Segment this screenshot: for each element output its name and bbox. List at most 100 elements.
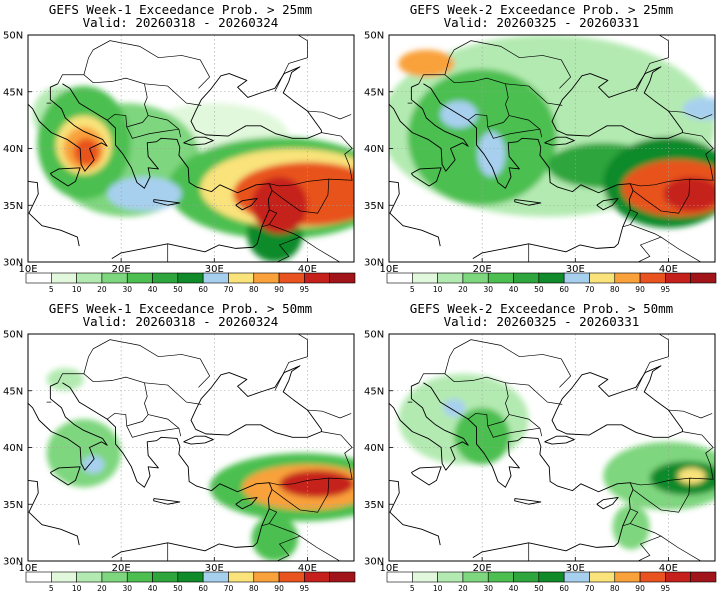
- country-border: [635, 334, 669, 391]
- colorbar-label: 80: [249, 285, 259, 294]
- coastline: [50, 167, 81, 187]
- country-border: [126, 126, 179, 139]
- probability-region: [407, 69, 557, 206]
- colorbar-label: 90: [635, 584, 645, 593]
- colorbar-swatch: [538, 571, 565, 583]
- colorbar-swatch: [589, 272, 616, 284]
- colorbar-swatch: [76, 571, 103, 583]
- colorbar-label: 5: [49, 584, 54, 593]
- colorbar-label: 20: [97, 285, 107, 294]
- latitude-label: 50N: [364, 31, 384, 42]
- panel-valid-dates: Valid: 20260325 - 20260331: [443, 15, 640, 30]
- colorbar-label: 20: [97, 584, 107, 593]
- coastlines: [389, 365, 683, 558]
- longitude-label: 40E: [298, 264, 317, 275]
- latitude-label: 30N: [3, 258, 23, 269]
- country-border: [622, 209, 639, 228]
- colorbar-swatch: [76, 272, 103, 284]
- country-border: [630, 224, 662, 262]
- colorbar-label: 60: [559, 584, 569, 593]
- country-border: [668, 409, 713, 419]
- colorbar-swatch: [538, 272, 565, 284]
- longitude-label: 20E: [112, 563, 131, 574]
- country-border: [126, 425, 179, 438]
- latitude-label: 45N: [3, 87, 23, 98]
- panel-title: GEFS Week-1 Exceedance Prob. > 50mm: [48, 301, 313, 316]
- panel-week1-50mm: GEFS Week-1 Exceedance Prob. > 50mm Vali…: [0, 299, 361, 598]
- latitude-label: 35N: [3, 201, 23, 212]
- panel-week2-25mm: GEFS Week-2 Exceedance Prob. > 25mm Vali…: [361, 0, 722, 299]
- panel-valid-dates: Valid: 20260325 - 20260331: [443, 314, 640, 329]
- colorbar-label: 40: [509, 285, 519, 294]
- country-border: [668, 110, 713, 120]
- probability-region: [663, 176, 715, 211]
- country-border: [148, 414, 182, 437]
- colorbar-label: 70: [224, 584, 234, 593]
- colorbar-swatch: [51, 571, 77, 583]
- colorbar-swatch: [253, 571, 280, 583]
- longitude-label: 10E: [18, 563, 37, 574]
- probability-shading: [46, 368, 354, 561]
- coastline: [62, 83, 273, 259]
- country-border: [630, 132, 714, 187]
- coastline: [28, 180, 80, 247]
- probability-region: [612, 504, 650, 550]
- colorbar-swatch: [177, 272, 204, 284]
- colorbar-label: 5: [49, 285, 54, 294]
- colorbar-label: 80: [249, 584, 259, 593]
- colorbar-label: 80: [610, 285, 620, 294]
- probability-region: [107, 176, 182, 211]
- map-area: [389, 35, 715, 262]
- country-border: [148, 115, 182, 138]
- colorbar-swatch: [177, 571, 204, 583]
- colorbar-label: 20: [458, 584, 468, 593]
- colorbar-swatch: [665, 272, 691, 284]
- colorbar-label: 30: [122, 285, 132, 294]
- map-area: [389, 334, 715, 561]
- colorbar-swatch: [563, 571, 590, 583]
- probability-region: [443, 398, 466, 417]
- colorbar-swatch: [304, 571, 330, 583]
- coastline: [50, 466, 81, 486]
- colorbar-swatch: [614, 571, 641, 583]
- panel-title: GEFS Week-2 Exceedance Prob. > 50mm: [409, 301, 674, 316]
- coastline: [596, 197, 619, 211]
- country-border: [274, 35, 308, 92]
- country-border: [632, 478, 691, 513]
- country-border: [269, 431, 353, 486]
- country-border: [635, 35, 669, 92]
- coastline: [28, 382, 108, 471]
- colorbar-label: 90: [274, 584, 284, 593]
- colorbar-swatch: [101, 272, 128, 284]
- colorbar-swatch: [25, 571, 52, 583]
- grid-lines: [389, 35, 715, 262]
- coastline: [544, 435, 575, 445]
- grid-lines: [389, 334, 715, 561]
- panel-week1-25mm: GEFS Week-1 Exceedance Prob. > 25mm Vali…: [0, 0, 361, 299]
- country-border: [144, 382, 202, 405]
- panel-valid-dates: Valid: 20260318 - 20260324: [82, 15, 279, 30]
- country-border: [271, 478, 330, 513]
- coastline: [235, 197, 258, 211]
- country-border: [622, 508, 639, 527]
- country-border: [487, 126, 540, 139]
- colorbar-swatch: [253, 272, 280, 284]
- grid-lines: [28, 334, 354, 561]
- coastline: [514, 199, 542, 206]
- colorbar-label: 10: [72, 285, 82, 294]
- coastline: [153, 498, 181, 505]
- country-border: [660, 535, 702, 561]
- colorbar-label: 20: [458, 285, 468, 294]
- latitude-label: 30N: [3, 557, 23, 568]
- country-border: [444, 40, 572, 89]
- coastline: [411, 167, 442, 187]
- colorbar-swatch: [690, 571, 717, 583]
- coastline: [596, 496, 619, 510]
- coastline: [514, 498, 542, 505]
- latitude-label: 30N: [364, 258, 384, 269]
- colorbar-swatch: [614, 272, 641, 284]
- colorbar-swatch: [437, 571, 464, 583]
- colorbar-label: 70: [224, 285, 234, 294]
- colorbar-swatch: [386, 272, 413, 284]
